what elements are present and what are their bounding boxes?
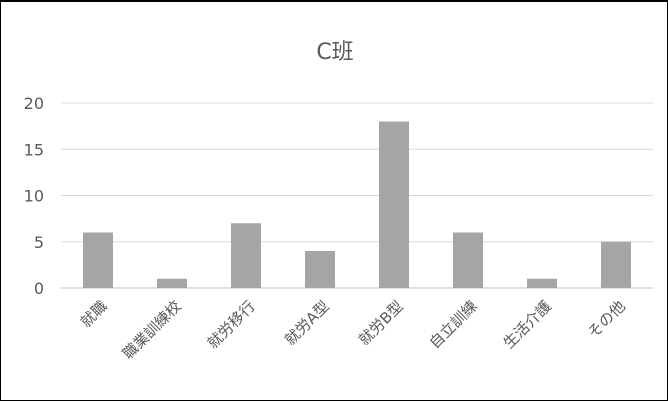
y-tick-label: 5 (34, 233, 44, 252)
x-tick-label: 生活介護 (500, 297, 555, 352)
bar (83, 232, 113, 288)
bars (83, 121, 631, 288)
x-tick-label: 職業訓練校 (119, 297, 185, 363)
y-tick-label: 10 (24, 187, 44, 206)
x-tick-label: 自立訓練 (426, 297, 481, 352)
bar (527, 278, 557, 288)
bar (305, 251, 335, 288)
y-tick-label: 20 (24, 94, 44, 113)
bar (601, 241, 631, 288)
bar (379, 121, 409, 288)
x-tick-label: 就労A型 (281, 297, 333, 349)
chart-title: C班 (316, 40, 353, 65)
x-tick-label: 就職 (77, 297, 111, 331)
y-tick-label: 0 (34, 279, 44, 298)
x-tick-label: 就労B型 (355, 297, 407, 349)
bar (157, 278, 187, 288)
x-axis-ticks: 就職 職業訓練校 就労移行 就労A型 就労B型 自立訓練 生活介護 その他 (77, 297, 629, 363)
bar (231, 223, 261, 288)
x-tick-label: 就労移行 (204, 297, 259, 352)
bar (453, 232, 483, 288)
y-tick-label: 15 (24, 140, 44, 159)
y-axis-ticks: 0 5 10 15 20 (24, 94, 44, 298)
x-tick-label: その他 (584, 297, 629, 342)
gridlines (61, 102, 653, 289)
